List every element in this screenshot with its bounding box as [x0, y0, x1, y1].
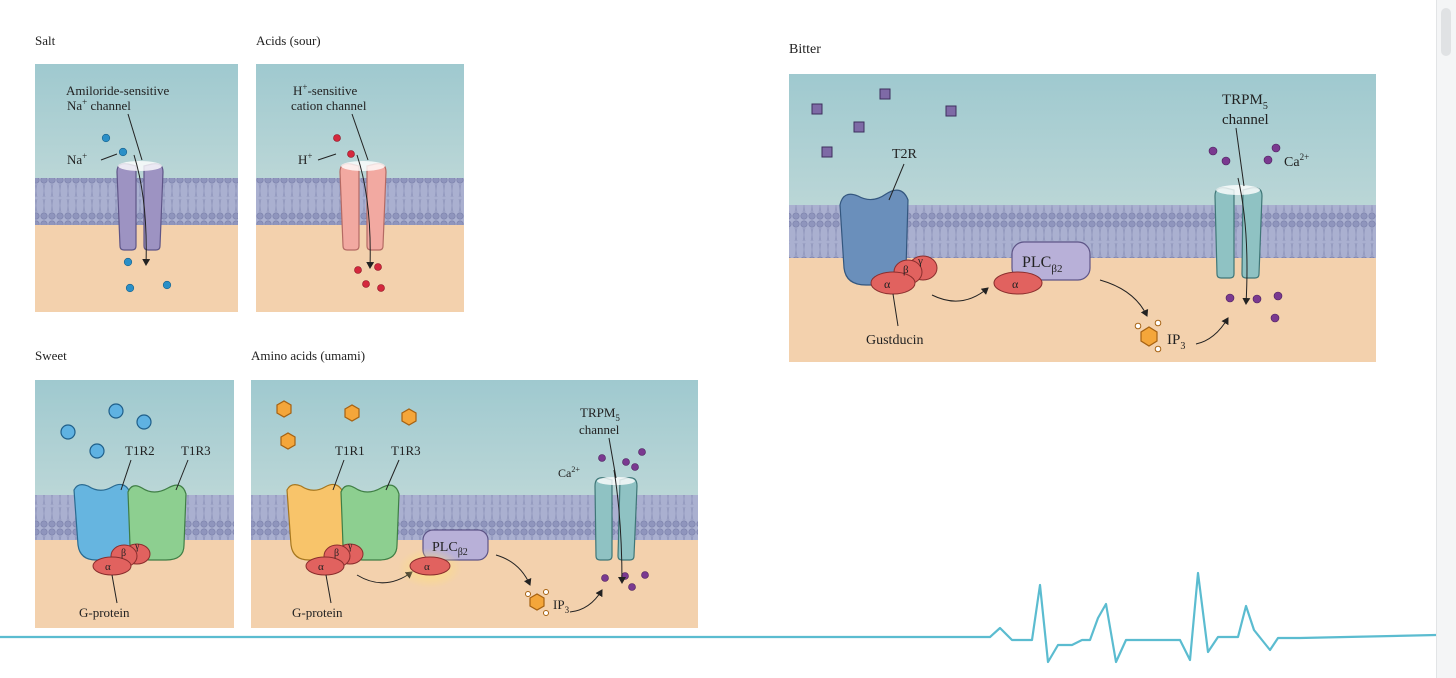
umami-ca-ions — [598, 448, 649, 591]
sweet-g-protein-label: G-protein — [79, 605, 130, 620]
umami-title: Amino acids (umami) — [251, 348, 365, 363]
t1r2-receptor — [73, 483, 131, 561]
gustducin-label: Gustducin — [866, 333, 924, 348]
sour-ion-label: H+ — [298, 151, 312, 167]
gustducin-g-protein: α β γ — [870, 255, 938, 295]
na-ions — [101, 133, 172, 293]
sour-panel: Acids (sour) H+-sensitive cation channel… — [256, 33, 464, 312]
svg-text:γ: γ — [347, 541, 353, 552]
svg-text:α: α — [424, 561, 430, 573]
umami-g-protein: α β γ — [305, 541, 364, 576]
svg-text:β: β — [334, 548, 339, 559]
svg-text:α: α — [318, 561, 324, 573]
bitter-title: Bitter — [789, 42, 821, 57]
salt-title: Salt — [35, 33, 56, 48]
umami-channel-word: channel — [579, 422, 620, 437]
salt-channel-label-line2: Na+ channel — [67, 97, 131, 113]
sweet-panel: Sweet T1R2 T1R3 α β γ G-protein — [35, 348, 234, 628]
umami-trpm5-label: TRPM5 — [580, 405, 620, 423]
bitter-channel-word: channel — [1222, 112, 1269, 128]
svg-text:IP3: IP3 — [1167, 332, 1185, 352]
t1r1-receptor — [286, 483, 344, 561]
svg-text:α: α — [1012, 277, 1019, 291]
svg-text:α: α — [884, 277, 891, 291]
sour-title: Acids (sour) — [256, 33, 321, 48]
svg-text:γ: γ — [134, 541, 140, 552]
svg-text:PLCβ2: PLCβ2 — [1022, 254, 1062, 275]
sour-channel-label-line2: cation channel — [291, 98, 367, 113]
bitter-ligands — [811, 88, 957, 158]
umami-ca-label: Ca2+ — [558, 465, 580, 480]
umami-trpm5-channel — [594, 477, 638, 561]
bitter-ca-label: Ca2+ — [1284, 152, 1309, 170]
bitter-panel: Bitter T2R α β γ Gustducin PLCβ2 — [789, 42, 1376, 362]
salt-panel: Salt Amiloride-sensitive Na+ channel Na+ — [35, 33, 238, 312]
umami-panel: Amino acids (umami) T1R1 T1R3 α β γ G-pr… — [251, 348, 698, 628]
umami-receptor-1-label: T1R1 — [335, 443, 365, 458]
bitter-ip3: IP3 — [1134, 319, 1185, 353]
umami-activated-alpha: α — [409, 556, 451, 576]
ecg-divider-line — [0, 571, 1436, 664]
svg-text:IP3: IP3 — [553, 597, 570, 615]
sweet-receptor-2-label: T1R3 — [181, 443, 211, 458]
h-sensitive-cation-channel — [339, 161, 387, 251]
t2r-label: T2R — [892, 147, 918, 162]
svg-text:β: β — [903, 264, 909, 276]
svg-text:γ: γ — [917, 255, 923, 267]
svg-text:α: α — [105, 561, 111, 573]
bitter-activated-alpha: α — [993, 271, 1043, 295]
amino-acid-ligands — [276, 400, 417, 450]
sour-channel-label-line1: H+-sensitive — [293, 82, 358, 98]
t2r-receptor — [839, 189, 909, 286]
salt-channel-label-line1: Amiloride-sensitive — [66, 83, 169, 98]
bitter-trpm5-label: TRPM5 — [1222, 92, 1268, 112]
vertical-scrollbar[interactable] — [1436, 0, 1456, 678]
amiloride-na-channel — [116, 161, 164, 251]
bitter-ca-ions — [1208, 143, 1283, 323]
umami-receptor-2-label: T1R3 — [391, 443, 421, 458]
sweet-receptor-1-label: T1R2 — [125, 443, 155, 458]
scrollbar-thumb[interactable] — [1441, 8, 1451, 56]
sweet-g-protein: α β γ — [92, 541, 151, 576]
umami-ip3: IP3 — [525, 589, 570, 616]
bitter-plc-beta2: PLCβ2 — [1011, 241, 1091, 281]
svg-text:β: β — [121, 548, 126, 559]
h-ions — [333, 134, 385, 292]
salt-ion-label: Na+ — [67, 151, 87, 167]
sweet-ligands — [60, 403, 152, 459]
umami-g-protein-label: G-protein — [292, 605, 343, 620]
sweet-title: Sweet — [35, 348, 67, 363]
